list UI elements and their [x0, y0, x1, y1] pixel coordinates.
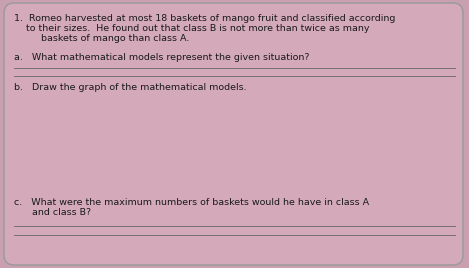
Text: and class B?: and class B?	[14, 208, 91, 217]
Text: b.   Draw the graph of the mathematical models.: b. Draw the graph of the mathematical mo…	[14, 83, 247, 92]
Text: 1.  Romeo harvested at most 18 baskets of mango fruit and classified according: 1. Romeo harvested at most 18 baskets of…	[14, 14, 395, 23]
FancyBboxPatch shape	[4, 3, 463, 265]
Text: a.   What mathematical models represent the given situation?: a. What mathematical models represent th…	[14, 53, 310, 62]
Text: c.   What were the maximum numbers of baskets would he have in class A: c. What were the maximum numbers of bask…	[14, 198, 369, 207]
Text: baskets of mango than class A.: baskets of mango than class A.	[14, 34, 189, 43]
Text: to their sizes.  He found out that class B is not more than twice as many: to their sizes. He found out that class …	[14, 24, 370, 33]
